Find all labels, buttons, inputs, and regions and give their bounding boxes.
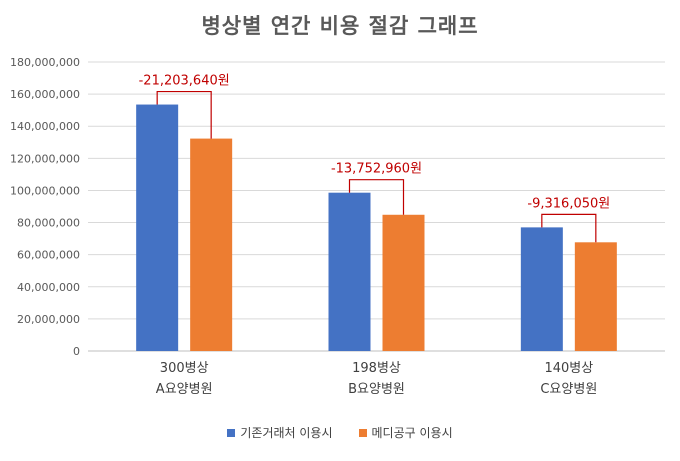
legend-label-series-0: 기존거래처 이용시 [240,426,333,440]
legend-item-series-0: 기존거래처 이용시 [227,424,333,441]
bar-0-1 [328,192,371,351]
legend-item-series-1: 메디공구 이용시 [358,424,453,441]
x-tick-label: 300병상 [160,361,209,376]
x-tick-label-sub: A요양병원 [156,382,213,397]
y-tick-label: 80,000,000 [17,217,80,230]
annotation-bracket [348,179,405,215]
bar-0-0 [136,104,179,351]
y-tick-label: 120,000,000 [10,152,80,165]
grid-lines [88,61,665,352]
bar-0-2 [520,227,563,351]
annotation-label: -13,752,960원 [331,162,422,177]
x-axis-labels: 300병상 A요양병원 198병상 B요양병원 140병상 C요양병원 [156,361,597,397]
x-tick-label: 140병상 [544,361,593,376]
x-tick-label: 198병상 [352,361,401,376]
bar-1-0 [190,138,233,351]
y-tick-label: 160,000,000 [10,88,80,101]
y-axis-labels: 0 20,000,000 40,000,000 60,000,000 80,000,00… [10,56,80,358]
bar-1-2 [574,242,617,351]
legend-label-series-1: 메디공구 이용시 [371,426,453,440]
legend-swatch-series-0 [227,428,236,437]
x-tick-label-sub: B요양병원 [348,382,405,397]
y-tick-label: 180,000,000 [10,56,80,69]
annotation-bracket [541,213,597,243]
y-tick-label: 100,000,000 [10,184,80,197]
bar-1-1 [382,214,425,351]
x-tick-label-sub: C요양병원 [540,382,597,397]
y-tick-label: 140,000,000 [10,120,80,133]
bars [136,104,617,351]
y-tick-label: 20,000,000 [17,313,80,326]
chart-title: 병상별 연간 비용 절감 그래프 [201,14,479,38]
legend-swatch-series-1 [358,428,367,437]
annotation-bracket [156,90,212,139]
y-tick-label: 0 [73,345,80,358]
legend: 기존거래처 이용시 메디공구 이용시 [0,424,680,441]
annotation-label: -21,203,640원 [139,74,230,89]
annotation-label: -9,316,050원 [527,196,610,211]
y-tick-label: 40,000,000 [17,281,80,294]
annotations: -21,203,640원 -13,752,960원 -9,316,050원 [139,74,610,243]
y-tick-label: 60,000,000 [17,249,80,262]
